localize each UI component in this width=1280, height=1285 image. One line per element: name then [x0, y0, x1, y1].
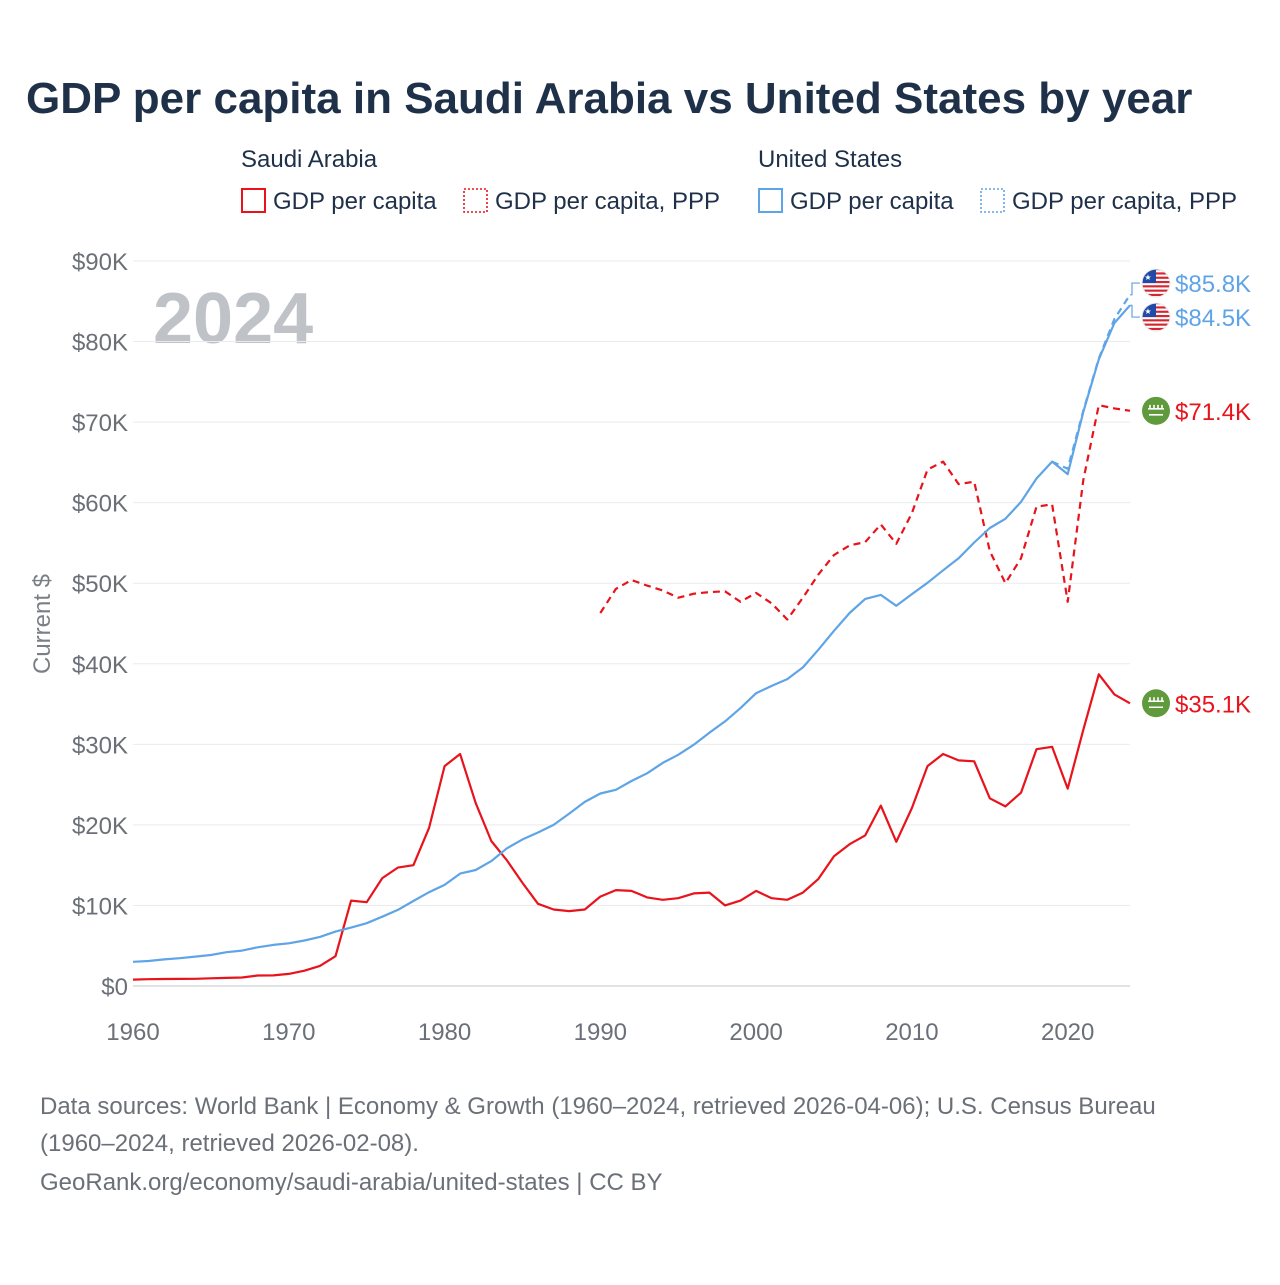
x-tick-label: 2000 [729, 1019, 782, 1046]
sources-footer: Data sources: World Bank | Economy & Gro… [40, 1093, 1156, 1196]
chart-title: GDP per capita in Saudi Arabia vs United… [26, 74, 1192, 123]
y-tick-label: $20K [72, 813, 128, 840]
sources-line-1: Data sources: World Bank | Economy & Gro… [40, 1093, 1156, 1120]
y-tick-label: $60K [72, 491, 128, 518]
sources-link[interactable]: GeoRank.org/economy/saudi-arabia/united-… [40, 1169, 663, 1196]
legend-swatch[interactable] [241, 188, 266, 213]
x-tick-label: 1990 [574, 1019, 627, 1046]
x-tick-label: 1980 [418, 1019, 471, 1046]
saudi-flag-icon [1142, 689, 1170, 718]
saudi-flag-icon [1142, 396, 1170, 425]
series-line-3 [132, 304, 1131, 963]
end-label-connector [1130, 304, 1140, 318]
y-axis-title: Current $ [29, 574, 56, 674]
year-watermark: 2024 [153, 279, 313, 359]
grid-lines [133, 260, 1130, 987]
legend: Saudi Arabia GDP per capita GDP per capita… [241, 146, 1237, 215]
y-tick-label: $90K [72, 249, 128, 276]
series-line-2 [599, 404, 1131, 621]
y-axis: $0 $10K $20K $30K $40K $50K $60K $70K $80K $90K [72, 249, 128, 1001]
y-tick-label: $40K [72, 652, 128, 679]
series-line-4 [1051, 294, 1131, 470]
legend-label[interactable]: GDP per capita, PPP [1012, 188, 1237, 215]
x-tick-label: 2020 [1041, 1019, 1094, 1046]
x-tick-label: 2010 [885, 1019, 938, 1046]
legend-label[interactable]: GDP per capita [273, 188, 437, 215]
end-value-label: $35.1K [1175, 691, 1251, 718]
legend-swatch[interactable] [758, 188, 783, 213]
svg-text:★: ★ [1144, 273, 1151, 282]
legend-label[interactable]: GDP per capita, PPP [495, 188, 720, 215]
y-tick-label: $10K [72, 893, 128, 920]
end-value-label: $84.5K [1175, 305, 1251, 332]
x-tick-label: 1970 [262, 1019, 315, 1046]
y-tick-label: $50K [72, 571, 128, 598]
y-tick-label: $0 [101, 974, 128, 1001]
series-lines [132, 294, 1131, 981]
end-labels: ★ $85.8K ★ $84.5K $71.4K $35.1K [1130, 268, 1251, 718]
y-tick-label: $30K [72, 732, 128, 759]
legend-swatch[interactable] [463, 188, 488, 213]
end-label-connector [1130, 282, 1140, 296]
x-tick-label: 1960 [106, 1019, 159, 1046]
us-flag-icon: ★ [1141, 302, 1171, 332]
end-value-label: $71.4K [1175, 399, 1251, 426]
svg-text:★: ★ [1144, 307, 1151, 316]
x-axis: 1960 1970 1980 1990 2000 2010 2020 [106, 1019, 1094, 1046]
series-line-1 [132, 673, 1131, 981]
y-tick-label: $80K [72, 330, 128, 357]
legend-label[interactable]: GDP per capita [790, 188, 954, 215]
us-flag-icon: ★ [1141, 268, 1171, 298]
sources-line-2: (1960–2024, retrieved 2026-02-08). [40, 1130, 419, 1157]
end-value-label: $85.8K [1175, 271, 1251, 298]
legend-group-title: United States [758, 146, 902, 173]
y-tick-label: $70K [72, 410, 128, 437]
legend-swatch[interactable] [980, 188, 1005, 213]
legend-group-title: Saudi Arabia [241, 146, 378, 173]
